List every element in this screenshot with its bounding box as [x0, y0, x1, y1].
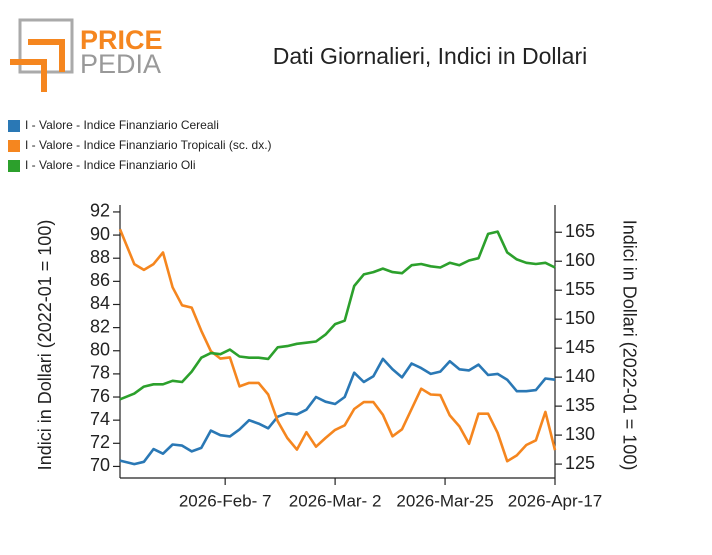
- series-line: [119, 230, 556, 401]
- series-line: [119, 357, 556, 466]
- y-axis-label: Indici in Dollari (2022-01 = 100): [35, 220, 55, 471]
- logo: PRICE PEDIA: [10, 18, 163, 92]
- legend-swatch: [8, 120, 20, 132]
- y2-tick-label: 165: [565, 221, 595, 241]
- chart-title: Dati Giornalieri, Indici in Dollari: [273, 43, 587, 69]
- y-tick-label: 92: [90, 201, 110, 221]
- y2-tick-label: 145: [565, 337, 595, 357]
- legend-label: I - Valore - Indice Finanziario Oli: [25, 158, 196, 172]
- y-tick-label: 70: [90, 455, 110, 475]
- legend-swatch: [8, 160, 20, 172]
- y2-tick-label: 135: [565, 395, 595, 415]
- y-tick-label: 82: [90, 316, 110, 336]
- logo-bracket: [28, 39, 65, 72]
- y-tick-label: 90: [90, 224, 110, 244]
- x-tick-label: 2026-Mar-25: [396, 491, 493, 510]
- legend-label: I - Valore - Indice Finanziario Tropical…: [25, 138, 272, 152]
- y-tick-label: 72: [90, 432, 110, 452]
- logo-text: PEDIA: [80, 49, 161, 79]
- y-tick-label: 78: [90, 363, 110, 383]
- legend-label: I - Valore - Indice Finanziario Cereali: [25, 118, 219, 132]
- series-line: [118, 228, 557, 463]
- y2-tick-label: 125: [565, 453, 595, 473]
- y-tick-label: 84: [90, 293, 110, 313]
- y-tick-label: 88: [90, 247, 110, 267]
- y2-tick-label: 155: [565, 279, 595, 299]
- logo-bracket: [10, 59, 47, 92]
- logo-text: PRICE: [80, 25, 163, 55]
- legend-swatch: [8, 140, 20, 152]
- y-tick-label: 80: [90, 340, 110, 360]
- y-tick-label: 86: [90, 270, 110, 290]
- x-tick-label: 2026-Feb- 7: [179, 491, 272, 510]
- y2-tick-label: 150: [565, 308, 595, 328]
- y2-tick-label: 130: [565, 424, 595, 444]
- y-tick-label: 76: [90, 386, 110, 406]
- y2-tick-label: 160: [565, 250, 595, 270]
- y-tick-label: 74: [90, 409, 110, 429]
- y2-axis-label: Indici in Dollari (2022-01 = 100): [619, 220, 639, 471]
- x-tick-label: 2026-Mar- 2: [289, 491, 382, 510]
- y2-tick-label: 140: [565, 366, 595, 386]
- x-tick-label: 2026-Apr-17: [508, 491, 603, 510]
